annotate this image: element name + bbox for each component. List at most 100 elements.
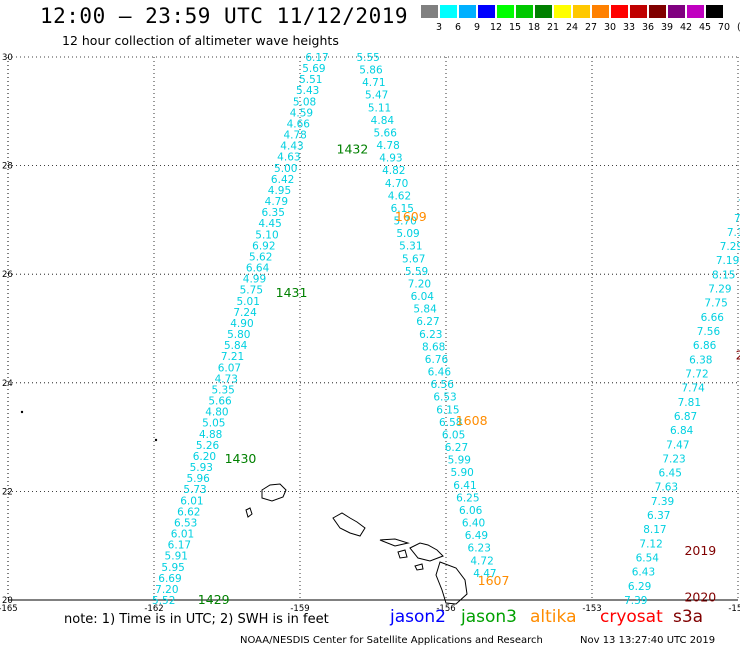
wave-height-value: 5.10 — [255, 229, 278, 241]
wave-height-value: 7.39 — [651, 496, 674, 508]
lon-tick-label: -150 — [728, 604, 740, 614]
credit-line: NOAA/NESDIS Center for Satellite Applica… — [240, 635, 543, 646]
wave-height-value: 6.41 — [453, 480, 476, 492]
legend-swatch — [516, 5, 533, 18]
wave-height-value: 5.95 — [161, 562, 184, 574]
wave-height-value: 5.26 — [196, 440, 220, 452]
wave-height-value: 7.29 — [708, 284, 731, 296]
lon-tick-label: -153 — [582, 604, 601, 614]
lat-tick-label: 26 — [2, 270, 13, 280]
pass-time-label: 1430 — [225, 451, 257, 466]
wave-height-value: 4.99 — [243, 274, 266, 286]
legend-label: 3 — [435, 22, 443, 33]
wave-height-value: 7.12 — [639, 538, 662, 550]
wave-height-value: 6.15 — [391, 203, 414, 215]
wave-height-value: 6.62 — [177, 506, 200, 518]
wave-height-value: 6.40 — [462, 518, 485, 530]
island-kahoolawe — [414, 563, 424, 571]
legend-swatch — [687, 5, 704, 18]
island-niihau — [245, 507, 253, 518]
wave-height-value: 6.37 — [647, 510, 670, 522]
wave-height-value: 7.74 — [681, 383, 705, 395]
wave-height-value: 6.56 — [431, 379, 455, 391]
wave-height-value: 6.46 — [428, 367, 452, 379]
wave-height-value: 5.43 — [296, 85, 319, 97]
wave-height-value: 4.71 — [362, 77, 385, 89]
wave-height-value: 4.88 — [199, 429, 222, 441]
wave-height-value: 5.05 — [202, 418, 225, 430]
legend-swatch — [649, 5, 666, 18]
wave-height-value: 5.55 — [356, 52, 379, 64]
wave-height-value: 5.84 — [224, 340, 248, 352]
legend-swatch — [478, 5, 495, 18]
legend-swatch — [554, 5, 571, 18]
hawaiian-islands — [245, 483, 468, 605]
wave-height-value: 6.84 — [670, 425, 694, 437]
legend-swatch — [497, 5, 514, 18]
wave-height-value: 5.91 — [165, 551, 188, 563]
legend-swatch — [630, 5, 647, 18]
lat-tick-label: 28 — [2, 162, 13, 172]
wave-height-value: 4.72 — [470, 555, 493, 567]
wave-height-value: 5.66 — [208, 396, 232, 408]
wave-height-value: 6.01 — [180, 495, 203, 507]
island-dot — [154, 438, 158, 442]
legend-unit: (ft) — [737, 22, 740, 33]
island-hawaii — [435, 561, 468, 605]
wave-height-value: 4.73 — [215, 373, 238, 385]
footer-note: note: 1) Time is in UTC; 2) SWH is in fe… — [64, 612, 329, 627]
wave-height-value: 6.29 — [628, 581, 651, 593]
lat-tick-label: 24 — [2, 379, 13, 389]
wave-height-value: 4.78 — [283, 130, 306, 142]
wave-height-value: 7.23 — [662, 453, 685, 465]
axis-tick-labels: -165 -162 -159 -156 -153 -150 30 28 26 24 22 20 — [0, 53, 740, 614]
satellite-cryosat: cryosat — [600, 607, 663, 627]
wave-height-value: 4.84 — [371, 115, 395, 127]
pass-time-label: 1607 — [478, 573, 510, 588]
wave-height-value: 6.64 — [246, 263, 270, 275]
legend-swatch — [706, 5, 723, 18]
wave-height-value: 4.78 — [376, 140, 399, 152]
wave-height-value: 7.21 — [221, 351, 244, 363]
wave-height-value: 5.99 — [448, 455, 471, 467]
satellite-jason3: jason3 — [461, 607, 517, 627]
lat-tick-label: 22 — [2, 487, 13, 497]
lat-tick-label: 20 — [2, 596, 13, 606]
wave-height-value: 5.47 — [365, 90, 388, 102]
wave-height-value: 4.43 — [280, 141, 303, 153]
wave-height-value: 8.15 — [712, 269, 735, 281]
wave-height-value: 6.15 — [436, 404, 459, 416]
wave-height-value: 5.70 — [393, 216, 416, 228]
wave-height-value: 5.84 — [413, 304, 437, 316]
island-oahu — [332, 512, 366, 537]
wave-height-value: 6.35 — [262, 207, 285, 219]
wave-height-value: 4.70 — [385, 178, 408, 190]
lon-tick-label: -165 — [0, 604, 18, 614]
lat-tick-label: 30 — [2, 53, 13, 63]
wave-height-value: 6.45 — [659, 468, 682, 480]
lon-tick-label: -162 — [144, 604, 163, 614]
wave-height-value: 4.47 — [473, 568, 496, 580]
wave-height-value: 6.76 — [425, 354, 449, 366]
legend-swatch — [421, 5, 438, 18]
legend-label: 33 — [622, 22, 636, 33]
wave-height-value: 6.66 — [701, 312, 725, 324]
lon-tick-label: -156 — [436, 604, 455, 614]
wave-height-value: 7.24 — [233, 307, 257, 319]
pass-time-label: 2020 — [684, 589, 716, 604]
legend-label: 36 — [641, 22, 655, 33]
wave-height-value: 5.09 — [396, 228, 419, 240]
map-title: 12:00 — 23:59 UTC 11/12/2019 — [40, 4, 409, 28]
wave-height-value: 5.96 — [186, 473, 210, 485]
wave-height-value: 6.43 — [632, 567, 655, 579]
wave-height-value: 6.23 — [419, 329, 442, 341]
wave-height-value: 6.53 — [174, 517, 197, 529]
wave-height-value: 6.54 — [636, 553, 660, 565]
legend-label: 39 — [660, 22, 674, 33]
pass-time-label: 1429 — [198, 592, 230, 607]
legend-swatch — [611, 5, 628, 18]
island-maui — [409, 542, 444, 562]
island-lanai — [397, 549, 408, 559]
wave-height-value: 5.11 — [368, 102, 391, 114]
wave-height-value: 7.47 — [666, 439, 689, 451]
